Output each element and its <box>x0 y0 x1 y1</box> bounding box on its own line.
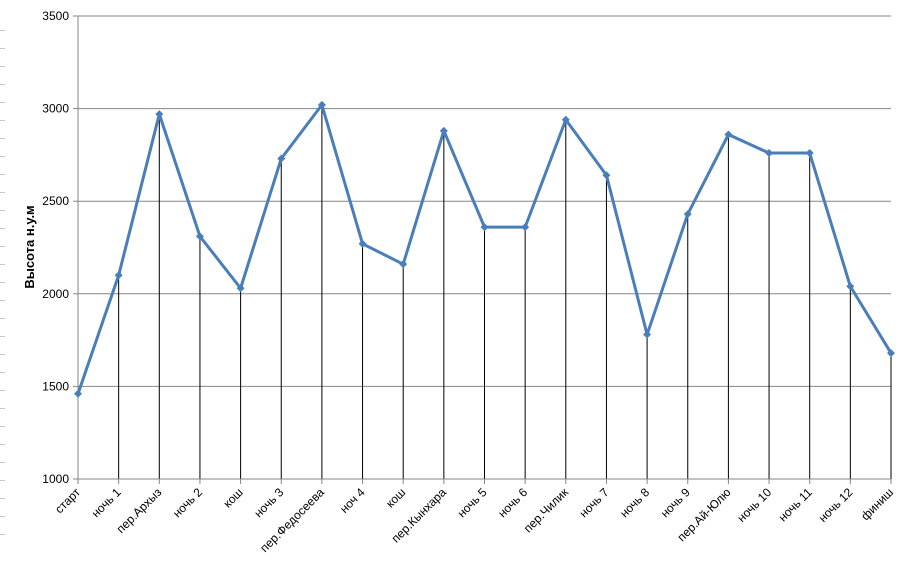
data-point-marker <box>74 389 82 398</box>
x-tick-label: старт <box>52 485 83 516</box>
x-tick-label: ночь 11 <box>776 485 815 524</box>
data-point-marker <box>236 284 245 293</box>
data-point-marker <box>317 100 326 109</box>
x-tick-label: ночь 7 <box>577 485 612 520</box>
sheet-edge-tick <box>0 120 5 121</box>
sheet-edge-tick <box>0 48 5 49</box>
x-tick-label: ночь 12 <box>816 485 856 525</box>
y-tick-label: 2500 <box>42 194 69 208</box>
sheet-edge-tick <box>0 66 5 67</box>
data-point-marker <box>358 239 367 248</box>
y-tick-label: 3500 <box>42 9 69 23</box>
sheet-edge-tick <box>0 408 5 409</box>
x-tick-label: ночь 2 <box>170 485 205 520</box>
data-point-marker <box>521 223 530 232</box>
sheet-edge-tick <box>0 156 5 157</box>
sheet-edge-tick <box>0 480 5 481</box>
sheet-edge-tick <box>0 498 5 499</box>
sheet-edge-tick <box>0 246 5 247</box>
y-tick-label: 2000 <box>42 287 69 301</box>
sheet-edge-tick <box>0 30 5 31</box>
data-point-marker <box>399 260 408 269</box>
x-tick-label: финиш <box>858 485 896 523</box>
x-tick-label: ночь 1 <box>89 485 124 520</box>
sheet-edge-tick <box>0 372 5 373</box>
data-point-marker <box>155 110 164 119</box>
data-point-marker <box>805 149 814 158</box>
x-tick-label: ночь 3 <box>251 485 286 520</box>
sheet-edge-tick <box>0 426 5 427</box>
sheet-edge-tick <box>0 354 5 355</box>
sheet-edge-tick <box>0 228 5 229</box>
data-points <box>74 100 895 398</box>
y-axis-label: Высота н.у.м <box>22 205 37 288</box>
data-point-marker <box>683 210 692 219</box>
y-tick-label: 1500 <box>42 379 69 393</box>
data-point-marker <box>846 282 855 291</box>
data-point-marker <box>561 115 570 124</box>
sheet-edge-tick <box>0 174 5 175</box>
sheet-edge-tick <box>0 300 5 301</box>
sheet-edge-tick <box>0 534 5 535</box>
y-tick-label: 1000 <box>42 472 69 486</box>
drop-lines <box>77 104 892 479</box>
y-tick-labels: 1000 1500 2000 2500 3000 3500 <box>42 9 78 486</box>
data-point-marker <box>765 149 774 158</box>
sheet-edge-tick <box>0 516 5 517</box>
sheet-edge-tick <box>0 336 5 337</box>
sheet-edge-tick <box>0 318 5 319</box>
data-point-marker <box>277 154 286 163</box>
data-point-marker <box>643 330 652 339</box>
sheet-edge-tick <box>0 192 5 193</box>
x-tick-label: ночь 6 <box>495 485 530 520</box>
x-tick-label: пер.Чилик <box>521 485 572 536</box>
data-point-marker <box>887 349 895 358</box>
sheet-edge-tick <box>0 462 5 463</box>
data-point-marker <box>439 126 448 135</box>
x-tick-label: кош <box>220 485 245 510</box>
data-point-marker <box>602 171 611 180</box>
data-point-marker <box>195 232 204 241</box>
x-tick-label: ночь 8 <box>617 485 652 520</box>
sheet-edge-tick <box>0 210 5 211</box>
sheet-edge-tick <box>0 84 5 85</box>
x-tick-label: ночь 9 <box>658 485 693 520</box>
y-tick-label: 3000 <box>42 102 69 116</box>
sheet-edge-tick <box>0 264 5 265</box>
sheet-edge-tick <box>0 390 5 391</box>
x-tick-label: пер.Архыз <box>114 485 165 536</box>
x-tick-label: ночь 5 <box>455 485 490 520</box>
data-point-marker <box>114 271 123 280</box>
x-tick-label: ночь 10 <box>734 485 774 525</box>
data-point-marker <box>480 223 489 232</box>
sheet-edge-tick <box>0 444 5 445</box>
sheet-edge-tick <box>0 102 5 103</box>
sheet-edge-tick <box>0 138 5 139</box>
data-point-marker <box>724 130 733 139</box>
sheet-edge-tick <box>0 282 5 283</box>
x-tick-label: ноч 4 <box>337 485 368 516</box>
x-tick-label: кош <box>383 485 408 510</box>
